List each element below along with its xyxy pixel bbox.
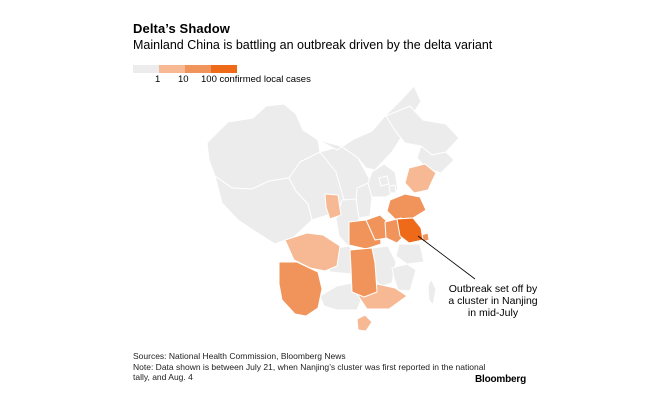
bloomberg-logo: Bloomberg [475,374,526,385]
data-note: Note: Data shown is between July 21, whe… [133,361,486,383]
region-yunnan [278,261,323,317]
outbreak-annotation: Outbreak set off by a cluster in Nanjing… [448,283,538,319]
region-tianjin [388,184,397,194]
legend-swatch-1 [159,65,185,73]
source-note: Sources: National Health Commission, Blo… [133,351,346,361]
legend-swatch-3 [211,65,237,73]
footer-notes: Sources: National Health Commission, Blo… [133,351,493,383]
chart-subtitle: Mainland China is battling an outbreak d… [133,38,493,52]
region-fujian [391,263,417,292]
legend-label-100: 100 confirmed local cases [201,74,311,85]
region-shandong [386,193,427,220]
region-hainan [356,314,373,332]
legend-swatch-0 [133,65,159,73]
annotation-leader-line [417,235,476,280]
region-taiwan [427,278,437,306]
region-beijing [378,175,390,187]
region-zhejiang [395,243,425,265]
chart-title: Delta’s Shadow [133,21,230,36]
region-ningxia [324,193,342,220]
region-liaoning [404,163,437,194]
legend-label-1: 1 [155,74,161,85]
region-inner-mongolia [317,85,422,171]
region-hunan [349,247,378,298]
legend-label-10: 10 [178,74,189,85]
legend-swatch-2 [185,65,211,73]
